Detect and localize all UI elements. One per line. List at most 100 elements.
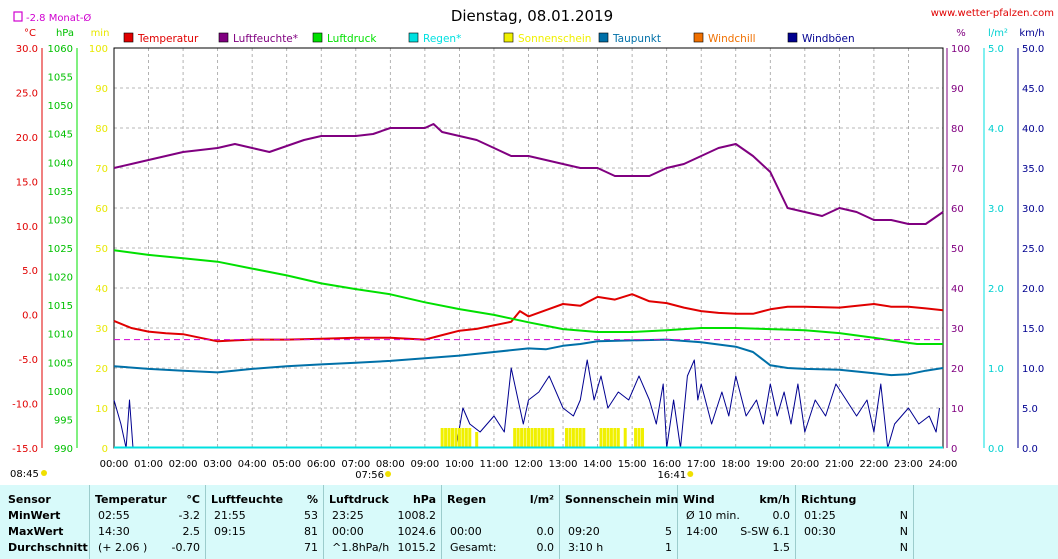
- cell-time: (+ 2.06 ): [98, 541, 148, 554]
- sunshine-bar: [523, 428, 527, 448]
- column-title: Luftdruck: [329, 493, 389, 506]
- wind-axis-tick-label: 10.0: [1022, 364, 1044, 375]
- x-tick-label: 17:00: [687, 459, 716, 470]
- weather-chart: 00:00 01:00 02:00 03:00 04:00 05:00 06:00 07:00…: [10, 7, 1054, 481]
- column-title: Richtung: [801, 493, 857, 506]
- temp-axis-unit-label: °C: [24, 28, 36, 39]
- x-tick-label: 12:00: [514, 459, 543, 470]
- sunshine-bar: [544, 428, 548, 448]
- chart-legend: Temperatur Luftfeuchte* Luftdruck Regen* Son…: [123, 32, 855, 45]
- sunset-marker: [687, 471, 694, 477]
- temp-axis-tick-label: 10.0: [16, 222, 38, 233]
- x-tick-label: 22:00: [860, 459, 889, 470]
- sunshine-bar: [606, 428, 610, 448]
- wind-axis-tick-label: 15.0: [1022, 324, 1044, 335]
- wind-axis-tick-label: 5.0: [1022, 404, 1038, 415]
- pressure-axis-tick-label: 1015: [48, 301, 73, 312]
- sunshine-bar: [609, 428, 613, 448]
- sunshine-bar: [451, 428, 455, 448]
- cell-time: 09:15: [214, 525, 246, 538]
- temp-axis-tick-label: 20.0: [16, 133, 38, 144]
- sunshine-bar: [616, 428, 620, 448]
- cell-time: 3:10 h: [568, 541, 604, 554]
- cell-time: ^1.8hPa/h: [332, 541, 390, 554]
- table-column-divider: [324, 485, 442, 559]
- column-unit: l/m²: [529, 493, 554, 506]
- x-tick-label: 16:00: [652, 459, 681, 470]
- humidity-axis-tick-label: 70: [951, 164, 964, 175]
- website-link[interactable]: www.wetter-pfalzen.com: [931, 8, 1054, 19]
- x-tick-label: 11:00: [480, 459, 509, 470]
- sunrise-marker: [385, 471, 392, 477]
- cell-time: 21:55: [214, 509, 246, 522]
- column-unit: km/h: [759, 493, 790, 506]
- pressure-axis-tick-label: 1055: [48, 73, 73, 84]
- humidity-line: [113, 123, 944, 225]
- temp-axis-tick-label: 30.0: [16, 44, 38, 55]
- sunshine-bar: [551, 428, 555, 448]
- pressure-axis-tick-label: 1010: [48, 330, 73, 341]
- row-label: MinWert: [8, 509, 61, 522]
- x-tick-label: 09:00: [410, 459, 439, 470]
- sunset-time-label: 16:41: [657, 470, 686, 481]
- column-title: Luftfeuchte: [211, 493, 284, 506]
- sunshine-bar: [540, 428, 544, 448]
- row-label: Sensor: [8, 493, 51, 506]
- pressure-axis-tick-label: 990: [54, 444, 73, 455]
- cell-value: 1: [665, 541, 672, 554]
- sunshine-bar: [640, 428, 644, 448]
- sunshine-bar: [571, 428, 575, 448]
- legend-label: Taupunkt: [612, 33, 661, 45]
- sunshine-bar: [440, 428, 444, 448]
- x-tick-label: 00:00: [100, 459, 129, 470]
- temp-axis-tick-label: 15.0: [16, 177, 38, 188]
- row-label: MaxWert: [8, 525, 64, 538]
- x-tick-label: 20:00: [790, 459, 819, 470]
- sunshine-bar: [582, 428, 586, 448]
- rain-axis-tick-label: 2.0: [988, 284, 1004, 295]
- wind-axis-unit-label: km/h: [1019, 28, 1044, 39]
- cell-value: -0.70: [171, 541, 200, 554]
- legend-swatch: [123, 32, 134, 43]
- cell-value: 1024.6: [397, 525, 437, 538]
- legend-swatch: [503, 32, 514, 43]
- sunshine-bar: [537, 428, 541, 448]
- table-column-divider: [90, 485, 206, 559]
- sunshine-bar: [457, 428, 461, 448]
- wind-axis-tick-label: 0.0: [1022, 444, 1038, 455]
- x-tick-label: 10:00: [445, 459, 474, 470]
- sunshine-axis-tick-label: 100: [89, 44, 108, 55]
- cell-time: 00:00: [332, 525, 364, 538]
- sunshine-bar: [444, 428, 448, 448]
- x-tick-label: 14:00: [583, 459, 612, 470]
- cell-time: 02:55: [98, 509, 130, 522]
- table-column-divider: [442, 485, 560, 559]
- humidity-axis-tick-label: 90: [951, 84, 964, 95]
- sunshine-axis-tick-label: 60: [95, 204, 108, 215]
- sunshine-axis-tick-label: 10: [95, 404, 108, 415]
- sunshine-axis-tick-label: 30: [95, 324, 108, 335]
- sunshine-axis-unit-label: min: [91, 28, 110, 39]
- humidity-axis-tick-label: 80: [951, 124, 964, 135]
- x-tick-label: 05:00: [272, 459, 301, 470]
- sunshine-bar: [623, 428, 627, 448]
- cell-value: 1008.2: [397, 509, 437, 522]
- sunshine-bar: [602, 428, 606, 448]
- table-column-divider: [0, 485, 90, 559]
- sunshine-bar: [634, 428, 638, 448]
- sunshine-bar: [564, 428, 568, 448]
- column-unit: °C: [186, 493, 200, 506]
- sunshine-axis-tick-label: 70: [95, 164, 108, 175]
- x-tick-label: 06:00: [307, 459, 336, 470]
- column-unit: hPa: [412, 493, 436, 506]
- pressure-axis-tick-label: 1030: [48, 215, 73, 226]
- wind-axis-tick-label: 35.0: [1022, 164, 1044, 175]
- pressure-axis-tick-label: 1025: [48, 244, 73, 255]
- column-unit: %: [306, 493, 318, 506]
- column-title: Regen: [447, 493, 487, 506]
- sunshine-bar: [533, 428, 537, 448]
- cell-time: 00:30: [804, 525, 836, 538]
- sunshine-axis-tick-label: 80: [95, 124, 108, 135]
- sunshine-bar: [516, 428, 520, 448]
- x-tick-label: 08:00: [376, 459, 405, 470]
